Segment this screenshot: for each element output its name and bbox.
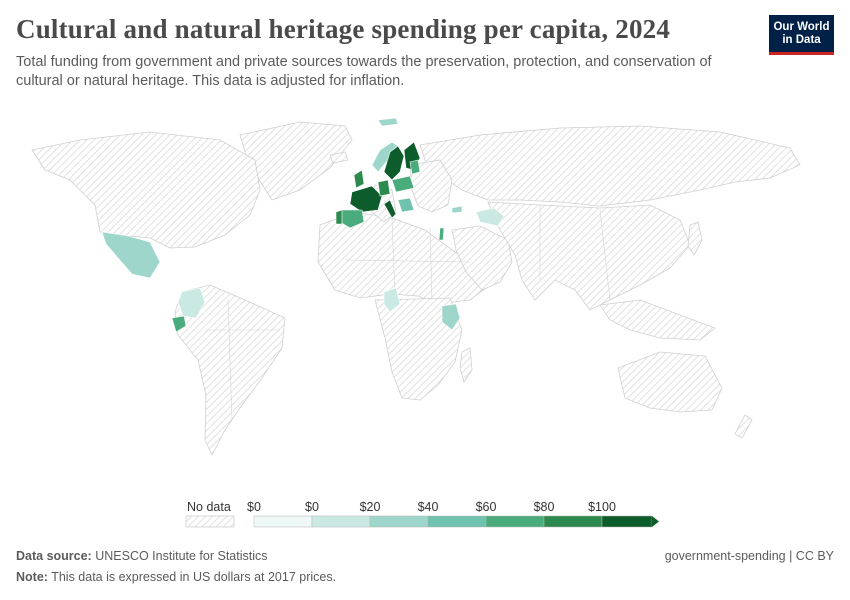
eastern-europe[interactable] (409, 159, 453, 213)
country-uk[interactable] (353, 169, 365, 189)
chart-subtitle: Total funding from government and privat… (16, 54, 712, 89)
country-svalbard[interactable] (377, 117, 399, 127)
russia[interactable] (419, 125, 801, 207)
legend-open-end-arrow (652, 516, 659, 527)
logo-line-2: in Data (782, 33, 821, 46)
iceland[interactable] (329, 151, 349, 164)
legend-bin-1 (311, 515, 371, 528)
data-source-label: Data source: (16, 549, 92, 563)
data-countries (101, 117, 505, 333)
country-cameroon[interactable] (383, 287, 401, 313)
country-borders (205, 205, 611, 421)
madagascar[interactable] (459, 347, 473, 383)
country-balkans[interactable] (397, 197, 415, 213)
country-uzbekistan[interactable] (475, 207, 505, 227)
chart-title: Cultural and natural heritage spending p… (16, 14, 671, 44)
legend-no-data-swatch (185, 515, 235, 528)
note-value: This data is expressed in US dollars at … (51, 570, 337, 584)
country-georgia[interactable] (451, 205, 463, 214)
legend-tick-label: $60 (475, 500, 497, 514)
legend-bin-6 (601, 515, 653, 528)
legend-tick-label: $40 (417, 500, 439, 514)
southeast-asia[interactable] (599, 299, 716, 341)
south-america[interactable] (174, 284, 286, 456)
owid-logo[interactable]: Our World in Data (769, 15, 834, 55)
middle-east[interactable] (451, 225, 513, 291)
africa-north[interactable] (317, 211, 491, 305)
north-america[interactable] (31, 131, 261, 249)
data-source: Data source: UNESCO Institute for Statis… (16, 549, 268, 563)
country-baltics[interactable] (409, 159, 421, 175)
legend-tick-label: $0 (305, 500, 319, 514)
new-zealand[interactable] (734, 414, 753, 439)
country-mexico[interactable] (101, 231, 161, 279)
data-source-value[interactable]: UNESCO Institute for Statistics (95, 549, 268, 563)
australia[interactable] (617, 351, 723, 413)
legend-tick-label: $0 (247, 500, 261, 514)
country-poland[interactable] (391, 175, 415, 193)
country-france[interactable] (349, 185, 383, 213)
country-kenya[interactable] (441, 303, 461, 331)
note-label: Note: (16, 570, 48, 584)
legend-bin-0 (253, 515, 313, 528)
japan[interactable] (687, 221, 703, 256)
license-link[interactable]: government-spending | CC BY (664, 549, 834, 563)
asia[interactable] (487, 201, 691, 311)
legend-bin-3 (427, 515, 487, 528)
legend-bin-2 (369, 515, 429, 528)
legend-tick-label: $20 (359, 500, 381, 514)
country-portugal[interactable] (335, 209, 343, 225)
country-germany[interactable] (377, 179, 391, 197)
logo-line-1: Our World (773, 21, 830, 33)
legend-no-data-label: No data (187, 500, 231, 514)
country-colombia[interactable] (177, 287, 206, 319)
legend-tick-label: $80 (533, 500, 555, 514)
country-italy[interactable] (383, 199, 397, 219)
world-map[interactable] (0, 105, 850, 490)
no-data-landmasses (31, 121, 801, 456)
legend-tick-label: $100 (588, 500, 616, 514)
legend-bin-4 (485, 515, 545, 528)
country-ecuador[interactable] (171, 315, 187, 333)
chart-note: Note: This data is expressed in US dolla… (16, 570, 336, 584)
country-israel[interactable] (438, 227, 445, 241)
legend-bin-5 (543, 515, 603, 528)
